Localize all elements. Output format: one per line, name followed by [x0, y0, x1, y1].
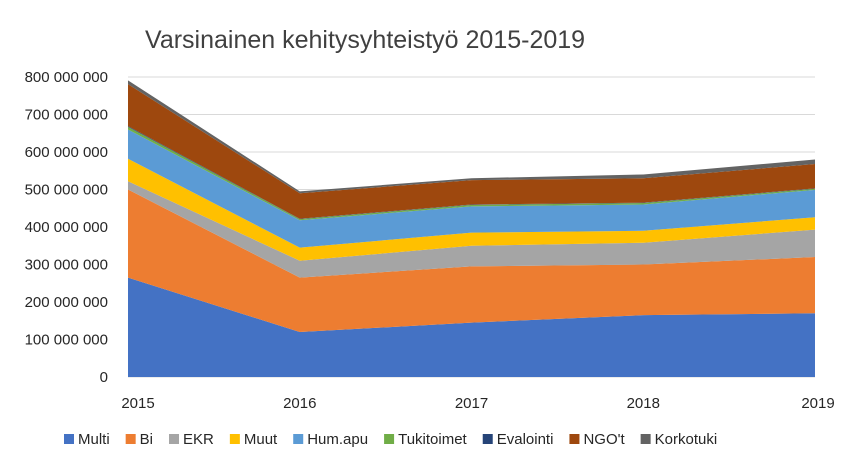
area-series-multi	[128, 277, 815, 377]
x-tick-label: 2018	[627, 395, 660, 412]
legend-swatch	[64, 434, 74, 444]
y-tick-label: 0	[100, 369, 108, 386]
legend-label: Hum.apu	[307, 431, 368, 448]
legend-swatch	[384, 434, 395, 444]
y-tick-label: 500 000 000	[25, 182, 108, 199]
legend-item: Evalointi	[482, 431, 554, 448]
legend-label: EKR	[183, 431, 214, 448]
legend-item: Multi	[64, 431, 110, 448]
legend-item: NGO't	[569, 431, 625, 448]
legend-label: Multi	[78, 431, 110, 448]
area-series-ngo-t	[128, 84, 815, 219]
y-tick-label: 800 000 000	[25, 69, 108, 86]
legend-item: EKR	[169, 431, 214, 448]
area-series-ekr	[128, 181, 815, 278]
legend-label: Muut	[244, 431, 278, 448]
legend-swatch	[125, 434, 136, 444]
y-tick-label: 400 000 000	[25, 219, 108, 236]
x-tick-label: 2019	[801, 395, 834, 412]
plot-area	[128, 80, 815, 377]
legend-swatch	[569, 434, 580, 444]
x-tick-label: 2015	[121, 395, 154, 412]
y-tick-label: 200 000 000	[25, 294, 108, 311]
y-tick-label: 600 000 000	[25, 144, 108, 161]
y-axis: 0 100 000 000 200 000 000 300 000 000 400 00…	[25, 69, 108, 386]
legend-label: Evalointi	[497, 431, 554, 448]
legend-item: Hum.apu	[293, 431, 368, 448]
legend-label: NGO't	[583, 431, 625, 448]
y-tick-label: 300 000 000	[25, 257, 108, 274]
legend-item: Muut	[229, 431, 278, 448]
area-series-muut	[128, 158, 815, 261]
legend-swatch	[293, 434, 304, 444]
y-tick-label: 100 000 000	[25, 332, 108, 349]
x-axis: 2015 2016 2017 2018 2019	[121, 395, 834, 412]
area-series-hum-apu	[128, 129, 815, 248]
legend-label: Bi	[140, 431, 153, 448]
legend-swatch	[169, 434, 180, 444]
area-series-bi	[128, 189, 815, 332]
legend-item: Bi	[125, 431, 153, 448]
legend-swatch	[482, 434, 493, 444]
legend-swatch	[640, 434, 651, 444]
legend-item: Tukitoimet	[384, 431, 468, 448]
x-tick-label: 2017	[455, 395, 488, 412]
x-tick-label: 2016	[283, 395, 316, 412]
y-tick-label: 700 000 000	[25, 107, 108, 124]
legend-label: Tukitoimet	[398, 431, 467, 448]
chart-title: Varsinainen kehitysyhteistyö 2015-2019	[145, 26, 585, 54]
legend-swatch	[229, 434, 240, 444]
legend: Multi Bi EKR Muut Hum.apu Tukitoimet Evalointi…	[64, 431, 717, 448]
legend-item: Korkotuki	[640, 431, 718, 448]
legend-label: Korkotuki	[655, 431, 718, 448]
